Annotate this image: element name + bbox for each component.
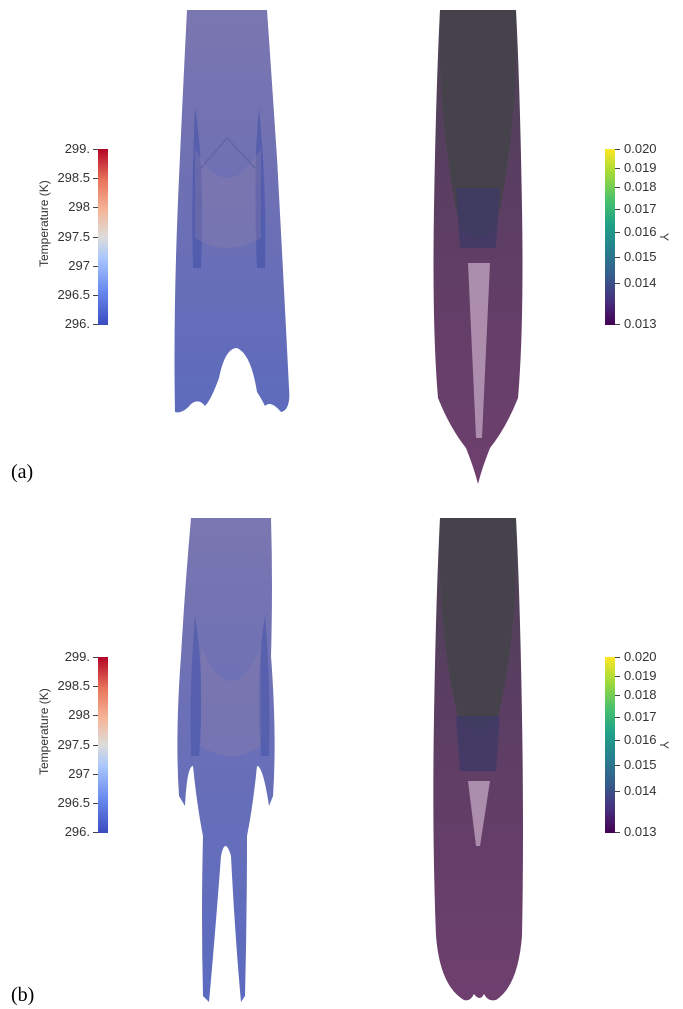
colorbar-tick	[615, 209, 620, 210]
y-colorbar-title: Y	[657, 232, 672, 242]
panel-label: (a)	[11, 461, 34, 483]
temperature-tick-label: 296.	[64, 316, 90, 331]
y-tick-label: 0.014	[624, 783, 657, 798]
colorbar-tick	[615, 187, 620, 188]
colorbar-tick	[93, 715, 98, 716]
y-colorbar	[605, 657, 615, 833]
temperature-tick-label: 297	[68, 766, 90, 781]
colorbar-tick	[615, 695, 620, 696]
y-tick-label: 0.017	[624, 709, 657, 724]
temperature-tick-label: 296.5	[57, 795, 90, 810]
temperature-tick-label: 298.5	[57, 170, 90, 185]
y-tick-label: 0.018	[624, 179, 657, 194]
panel-b: Temperature (K) 299. 298.5 298 297.5 297…	[0, 508, 683, 1008]
temperature-tick-label: 298.5	[57, 678, 90, 693]
temperature-tick-label: 297.5	[57, 737, 90, 752]
colorbar-tick	[615, 168, 620, 169]
colorbar-tick	[93, 324, 98, 325]
temperature-plume-render	[174, 10, 290, 413]
colorbar-tick	[93, 774, 98, 775]
colorbar-tick	[93, 657, 98, 658]
colorbar-tick	[615, 717, 620, 718]
colorbar-tick	[615, 740, 620, 741]
y-tick-label: 0.017	[624, 201, 657, 216]
temperature-tick-label: 296.5	[57, 287, 90, 302]
colorbar-tick	[615, 283, 620, 284]
colorbar-tick	[93, 237, 98, 238]
y-tick-label: 0.018	[624, 687, 657, 702]
y-colorbar	[605, 149, 615, 325]
y-tick-label: 0.015	[624, 757, 657, 772]
y-tick-label: 0.020	[624, 141, 657, 156]
colorbar-tick	[93, 745, 98, 746]
temperature-tick-label: 298	[68, 199, 90, 214]
colorbar-tick	[93, 295, 98, 296]
y-tick-label: 0.016	[624, 732, 657, 747]
colorbar-tick	[615, 791, 620, 792]
colorbar-tick	[615, 657, 620, 658]
colorbar-tick	[93, 686, 98, 687]
temperature-tick-label: 298	[68, 707, 90, 722]
temperature-colorbar-title: Temperature (K)	[37, 688, 51, 775]
y-colorbar-title: Y	[657, 740, 672, 750]
temperature-colorbar	[98, 149, 108, 325]
panel-label: (b)	[11, 984, 35, 1006]
temperature-colorbar	[98, 657, 108, 833]
colorbar-tick	[615, 149, 620, 150]
y-plume-render	[433, 10, 523, 484]
colorbar-tick	[93, 832, 98, 833]
panel-a: Temperature (K) 299. 298.5 298 297.5 297…	[0, 0, 683, 500]
y-tick-label: 0.013	[624, 824, 657, 839]
colorbar-tick	[93, 266, 98, 267]
y-tick-label: 0.020	[624, 649, 657, 664]
colorbar-tick	[93, 178, 98, 179]
colorbar-tick	[615, 257, 620, 258]
y-tick-label: 0.015	[624, 249, 657, 264]
colorbar-tick	[615, 232, 620, 233]
temperature-tick-label: 296.	[64, 824, 90, 839]
y-tick-label: 0.019	[624, 160, 657, 175]
y-tick-label: 0.019	[624, 668, 657, 683]
colorbar-tick	[93, 803, 98, 804]
colorbar-tick	[93, 149, 98, 150]
temperature-tick-label: 299.	[64, 649, 90, 664]
temperature-tick-label: 297	[68, 258, 90, 273]
temperature-colorbar-title: Temperature (K)	[37, 180, 51, 267]
colorbar-tick	[615, 324, 620, 325]
colorbar-tick	[615, 765, 620, 766]
y-plume-render	[433, 518, 523, 1001]
colorbar-tick	[93, 207, 98, 208]
colorbar-tick	[615, 832, 620, 833]
y-tick-label: 0.013	[624, 316, 657, 331]
y-tick-label: 0.014	[624, 275, 657, 290]
y-tick-label: 0.016	[624, 224, 657, 239]
temperature-tick-label: 299.	[64, 141, 90, 156]
temperature-plume-render	[177, 518, 275, 1002]
colorbar-tick	[615, 676, 620, 677]
temperature-tick-label: 297.5	[57, 229, 90, 244]
